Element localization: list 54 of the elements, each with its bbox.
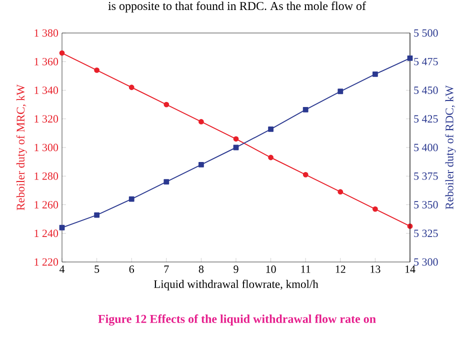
x-tick-label: 6	[129, 266, 134, 273]
x-tick-label: 13	[370, 266, 380, 273]
y-tick-label: 1 260	[34, 201, 58, 208]
point	[94, 212, 100, 218]
point	[198, 162, 204, 168]
caption: Figure 12 Effects of the liquid withdrawal flow rate on	[98, 314, 376, 326]
y-tick-label: 1 220	[34, 258, 58, 266]
x-tick-label: 11	[301, 266, 310, 273]
x-tick-label: 4	[59, 266, 65, 273]
y2-tick-label: 5 375	[414, 172, 438, 180]
y2-tick-label: 5 425	[414, 115, 438, 123]
y2-tick-label: 5 500	[414, 29, 438, 37]
point	[164, 179, 170, 185]
y-tick-label: 1 320	[34, 115, 58, 123]
point	[94, 68, 100, 73]
y-tick-label: 1 300	[34, 144, 58, 152]
point	[59, 50, 65, 56]
text: is opposite to that found in RDC. As the mole flow of	[108, 1, 366, 12]
y2-tick-label: 5 475	[414, 58, 438, 66]
x-tick-label: 12	[336, 266, 346, 273]
x-axis-title: Liquid withdrawal flowrate, kmol/h	[154, 280, 318, 290]
x-tick-label: 7	[164, 266, 169, 273]
point	[338, 189, 344, 195]
point	[268, 154, 274, 160]
x-tick-label: 9	[234, 266, 238, 273]
point	[372, 206, 378, 212]
point	[302, 107, 308, 112]
point	[164, 102, 170, 108]
x-tick-label: 14	[405, 266, 416, 273]
y2-tick-label: 5 400	[414, 144, 438, 152]
point	[59, 224, 65, 230]
y2-axis-title: Reboiler duty of RDC, kW	[445, 85, 456, 210]
point	[198, 119, 204, 124]
y2-tick-label: 5 300	[414, 258, 438, 266]
point	[128, 84, 134, 90]
point	[233, 136, 239, 142]
x-tick-label: 5	[94, 266, 100, 273]
x-tick-label: 10	[266, 266, 276, 273]
x-tick-label: 8	[198, 266, 204, 273]
y2-tick-label: 5 350	[414, 201, 438, 208]
point	[372, 72, 378, 77]
y-tick-label: 1 380	[34, 29, 58, 37]
point	[128, 196, 134, 202]
y2-tick-label: 5 325	[414, 230, 438, 238]
y-tick-label: 1 280	[34, 172, 58, 180]
point	[407, 55, 413, 61]
y-axis-title: Reboiler duty of MRC, kW	[16, 84, 27, 210]
y-tick-label: 1 360	[34, 58, 58, 66]
y-tick-label: 1 240	[34, 230, 58, 238]
y2-tick-label: 5 450	[414, 86, 438, 94]
y-tick-label: 1 340	[34, 86, 58, 94]
point	[268, 126, 274, 132]
point	[338, 88, 344, 94]
point	[302, 172, 308, 178]
